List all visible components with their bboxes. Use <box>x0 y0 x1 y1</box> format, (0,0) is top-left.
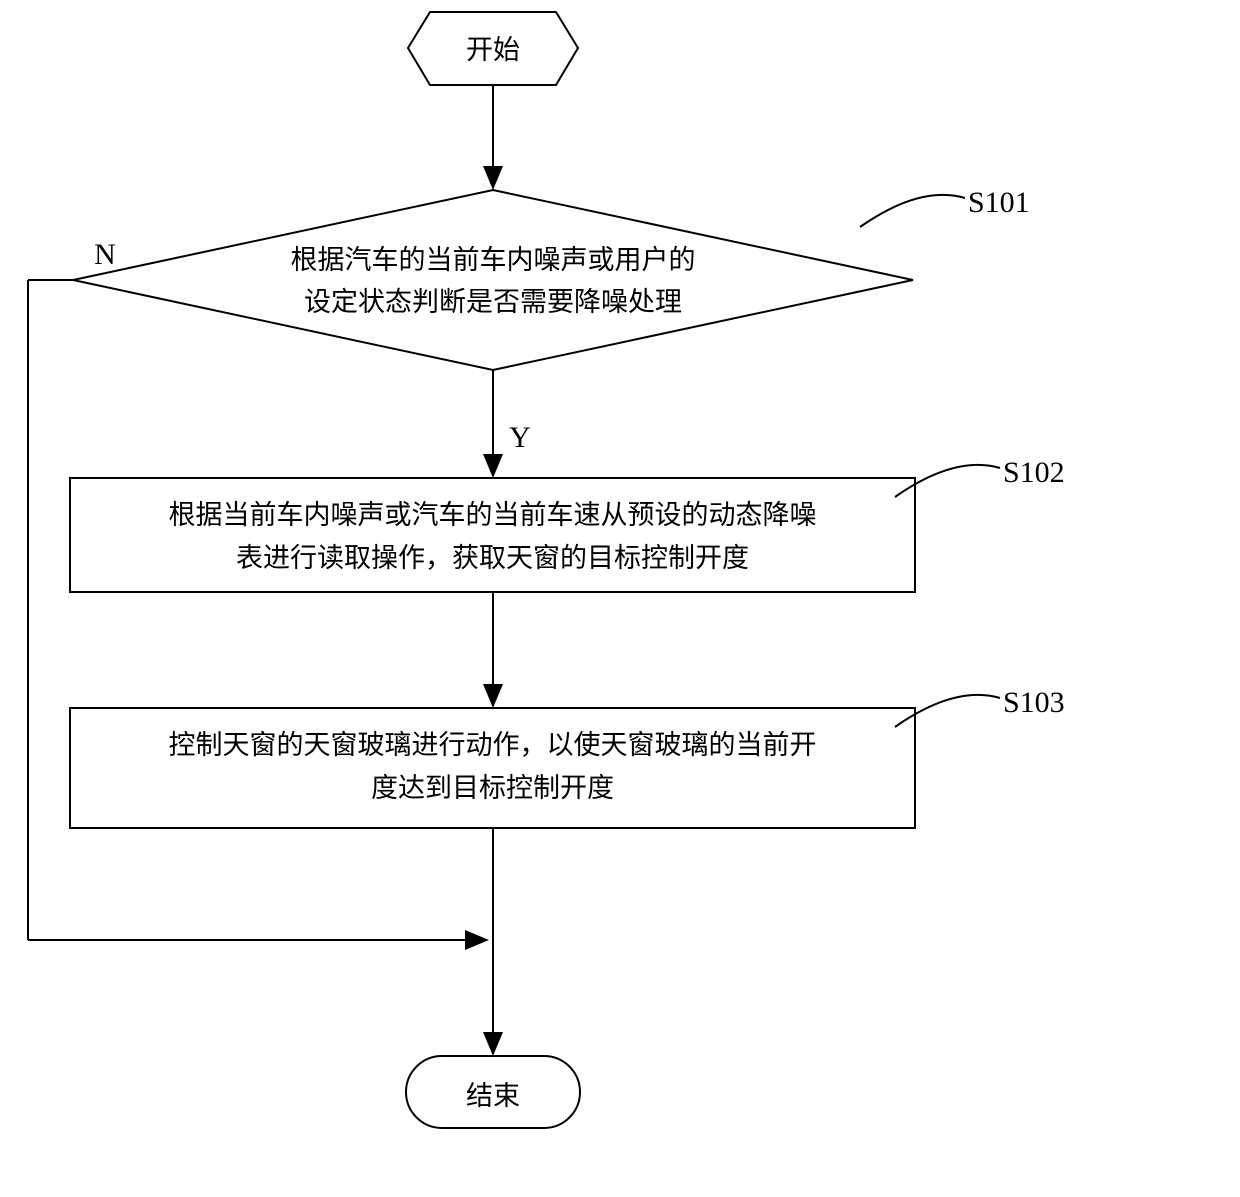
process2-label-line1: 控制天窗的天窗玻璃进行动作，以使天窗玻璃的当前开 <box>70 725 915 766</box>
label-n: N <box>90 232 120 277</box>
tag-s101-pointer <box>860 195 965 227</box>
process1-label-line1: 根据当前车内噪声或汽车的当前车速从预设的动态降噪 <box>70 495 915 536</box>
tag-s102: S102 <box>1003 450 1103 495</box>
decision-label-line2: 设定状态判断是否需要降噪处理 <box>193 282 793 323</box>
label-y: Y <box>505 415 535 460</box>
tag-s102-pointer <box>895 465 1000 497</box>
process2-label-line2: 度达到目标控制开度 <box>70 768 915 809</box>
tag-s103: S103 <box>1003 680 1103 725</box>
decision-label-line1: 根据汽车的当前车内噪声或用户的 <box>193 240 793 281</box>
start-label: 开始 <box>408 30 578 71</box>
tag-s101: S101 <box>968 180 1068 225</box>
process1-label-line2: 表进行读取操作，获取天窗的目标控制开度 <box>70 538 915 579</box>
tag-s103-pointer <box>895 695 1000 727</box>
end-label: 结束 <box>406 1076 580 1117</box>
